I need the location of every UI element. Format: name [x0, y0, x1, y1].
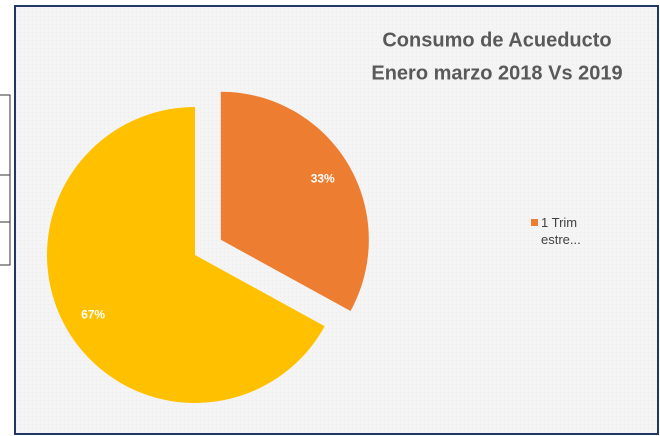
chart-title: Consumo de Acueducto [382, 29, 611, 51]
legend-item: 1 Trimestre... [531, 214, 581, 248]
legend-label: 1 Trimestre... [541, 215, 581, 247]
data-label: 67% [81, 307, 105, 321]
side-bracket [0, 94, 11, 266]
legend-swatch [531, 219, 538, 226]
data-label: 33% [311, 172, 335, 186]
chart-title: Enero marzo 2018 Vs 2019 [371, 62, 622, 84]
legend: 1 Trimestre... [531, 214, 581, 248]
pie-slice [220, 91, 369, 312]
pie-slice [47, 106, 325, 403]
